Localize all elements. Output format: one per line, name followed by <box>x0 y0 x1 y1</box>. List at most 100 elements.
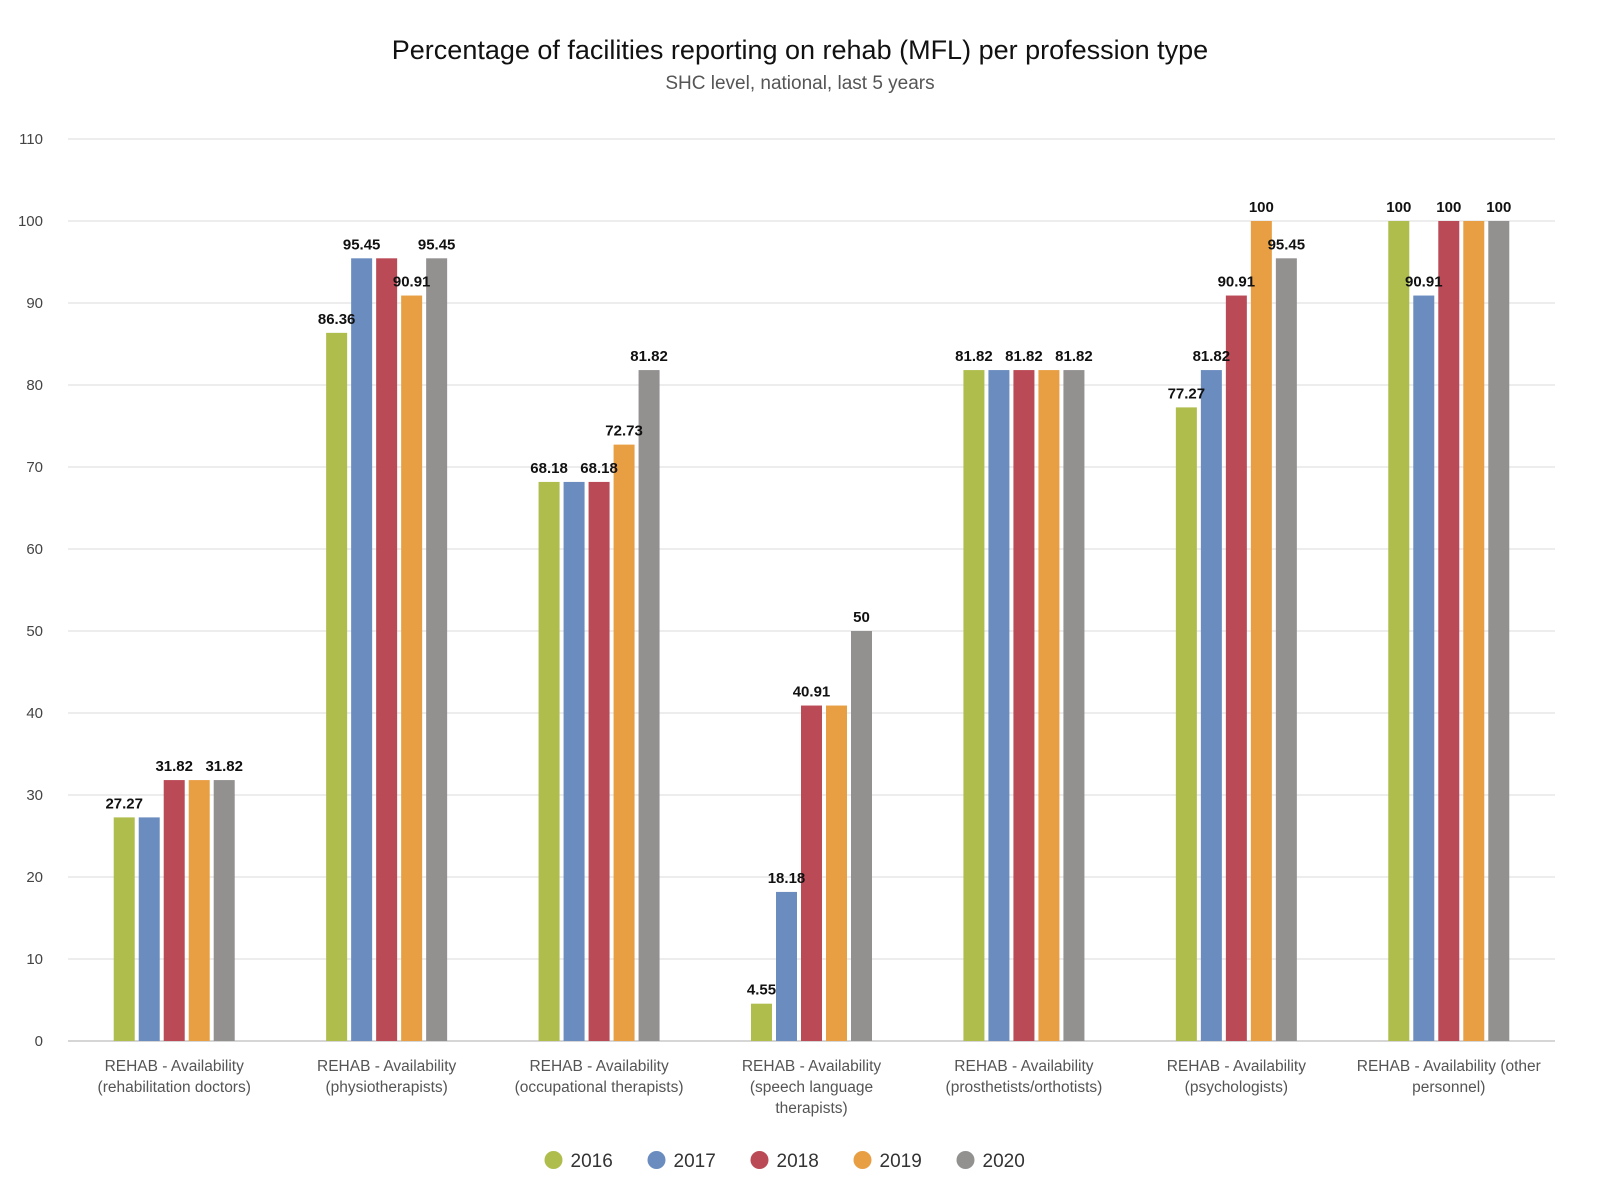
data-label: 50 <box>853 609 870 626</box>
bar-2018 <box>801 705 822 1041</box>
bar-2019 <box>1250 221 1272 1041</box>
legend-label: 2019 <box>880 1151 922 1172</box>
legend-swatch <box>956 1151 975 1169</box>
bar-2018 <box>1225 295 1247 1042</box>
y-axis-ticks: 0 10 20 30 40 50 60 70 80 90 100 110 <box>18 131 43 1050</box>
bar-2019 <box>826 705 847 1041</box>
bar-2017 <box>563 481 585 1041</box>
bar-2019 <box>188 780 210 1041</box>
bar-2020 <box>1275 258 1297 1041</box>
legend-label: 2020 <box>983 1151 1025 1172</box>
bar-2017 <box>988 370 1010 1041</box>
x-category-label: REHAB - Availability <box>954 1058 1094 1075</box>
x-category-label: (rehabilitation doctors) <box>98 1079 251 1096</box>
legend-swatch <box>853 1151 872 1169</box>
data-label: 100 <box>1249 199 1274 216</box>
x-category-label: REHAB - Availability <box>1167 1058 1307 1075</box>
bar-2016 <box>751 1003 772 1041</box>
x-category-label: therapists) <box>775 1100 847 1117</box>
x-category-label: REHAB - Availability (other <box>1357 1058 1541 1075</box>
data-label: 90.91 <box>393 274 431 291</box>
bar-2020 <box>1063 370 1085 1041</box>
data-label: 100 <box>1436 199 1461 216</box>
data-label: 81.82 <box>630 348 668 365</box>
x-category-label: REHAB - Availability <box>317 1058 457 1075</box>
bar-2016 <box>1388 221 1410 1041</box>
data-label: 81.82 <box>955 348 993 365</box>
x-category-label: (prosthetists/orthotists) <box>946 1079 1103 1096</box>
data-label: 4.55 <box>747 982 776 999</box>
y-tick-label: 30 <box>26 787 43 804</box>
data-label: 95.45 <box>343 236 381 253</box>
x-category-label: REHAB - Availability <box>105 1058 245 1075</box>
bar-2020 <box>1488 221 1510 1041</box>
y-tick-label: 60 <box>26 541 43 558</box>
data-label: 90.91 <box>1218 274 1256 291</box>
data-label: 68.18 <box>580 460 618 477</box>
x-category-label: personnel) <box>1412 1079 1485 1096</box>
x-category-label: (occupational therapists) <box>515 1079 684 1096</box>
bar-2016 <box>538 481 560 1041</box>
data-label: 40.91 <box>793 684 831 701</box>
data-label: 31.82 <box>205 758 243 775</box>
legend: 2016 2017 2018 2019 2020 <box>544 1151 1025 1172</box>
y-tick-label: 100 <box>18 213 43 230</box>
bar-2018 <box>588 481 610 1041</box>
bar-2020 <box>213 780 235 1041</box>
bar-2016 <box>1175 407 1197 1041</box>
legend-item-2019[interactable]: 2019 <box>853 1151 922 1172</box>
bar-2017 <box>1413 295 1435 1042</box>
x-axis-categories: REHAB - Availability (rehabilitation doct… <box>98 1058 1541 1117</box>
y-tick-label: 110 <box>19 131 43 148</box>
chart-subtitle: SHC level, national, last 5 years <box>665 73 934 94</box>
data-label: 72.73 <box>605 423 643 440</box>
data-label: 27.27 <box>105 795 143 812</box>
bars <box>113 221 1510 1042</box>
legend-label: 2016 <box>571 1151 613 1172</box>
y-tick-label: 70 <box>26 459 43 476</box>
data-label: 100 <box>1486 199 1511 216</box>
x-category-label: REHAB - Availability <box>742 1058 882 1075</box>
legend-swatch <box>647 1151 666 1169</box>
bar-2017 <box>138 817 160 1041</box>
legend-label: 2018 <box>777 1151 819 1172</box>
bar-2020 <box>638 370 660 1041</box>
bar-2018 <box>1438 221 1460 1041</box>
bar-2020 <box>426 258 448 1041</box>
bar-2020 <box>851 631 872 1041</box>
bar-2017 <box>351 258 373 1041</box>
bar-2016 <box>326 332 348 1041</box>
data-label: 81.82 <box>1005 348 1043 365</box>
legend-swatch <box>750 1151 769 1169</box>
legend-item-2018[interactable]: 2018 <box>750 1151 819 1172</box>
data-label: 68.18 <box>530 460 568 477</box>
y-tick-label: 80 <box>26 377 43 394</box>
chart-title: Percentage of facilities reporting on re… <box>392 35 1208 65</box>
y-tick-label: 0 <box>35 1033 43 1050</box>
x-category-label: REHAB - Availability <box>529 1058 669 1075</box>
y-tick-label: 20 <box>26 869 43 886</box>
legend-label: 2017 <box>674 1151 716 1172</box>
legend-item-2017[interactable]: 2017 <box>647 1151 716 1172</box>
y-tick-label: 40 <box>26 705 43 722</box>
bar-2019 <box>613 444 635 1041</box>
bar-2018 <box>163 780 185 1041</box>
bar-2019 <box>401 295 423 1042</box>
bar-2018 <box>1013 370 1035 1041</box>
data-label: 90.91 <box>1405 274 1443 291</box>
legend-item-2020[interactable]: 2020 <box>956 1151 1025 1172</box>
data-label: 77.27 <box>1168 385 1206 402</box>
data-label: 100 <box>1386 199 1411 216</box>
data-label: 95.45 <box>1268 236 1306 253</box>
legend-item-2016[interactable]: 2016 <box>544 1151 613 1172</box>
legend-swatch <box>544 1151 563 1169</box>
data-label: 31.82 <box>155 758 193 775</box>
x-category-label: (physiotherapists) <box>325 1079 447 1096</box>
bar-2017 <box>1200 370 1222 1041</box>
data-labels: 27.27 31.82 31.82 86.36 95.45 90.91 95.45 68.18… <box>105 199 1511 999</box>
y-tick-label: 50 <box>26 623 43 640</box>
bar-2019 <box>1463 221 1485 1041</box>
x-category-label: (speech language <box>750 1079 873 1096</box>
